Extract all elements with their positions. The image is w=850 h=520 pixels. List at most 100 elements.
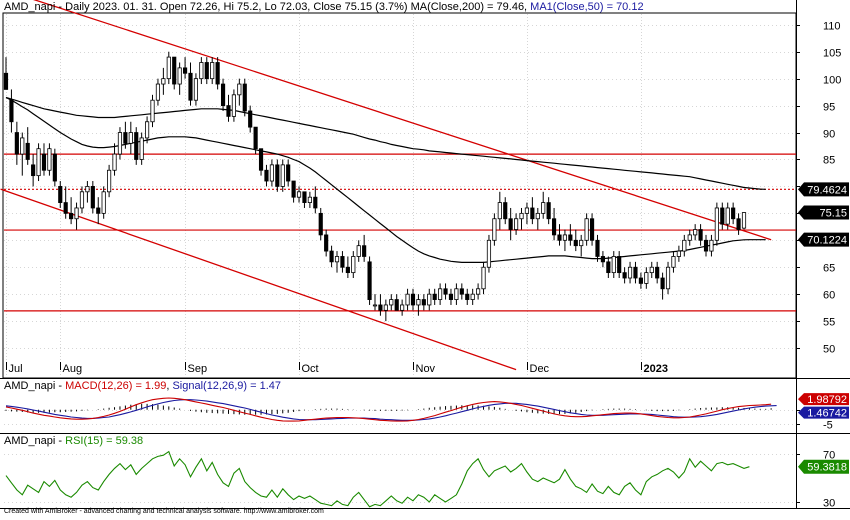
candle <box>351 251 356 279</box>
last-value-text: 79.4624 <box>807 184 847 196</box>
macd-line <box>5 397 772 422</box>
candle <box>96 197 101 225</box>
candle <box>112 143 117 176</box>
candle <box>427 288 432 311</box>
candle-body <box>188 72 193 101</box>
candle-body <box>145 121 150 139</box>
candle <box>340 251 345 273</box>
candle-body <box>389 299 394 306</box>
candle <box>476 283 481 300</box>
candle-body <box>557 234 562 241</box>
candle-body <box>101 191 106 214</box>
candle <box>589 213 595 246</box>
candle-body <box>112 153 117 171</box>
candle-body <box>52 153 57 182</box>
candle-body <box>210 62 215 80</box>
candle-body <box>177 67 182 85</box>
candle <box>275 159 280 192</box>
candle-body <box>443 288 448 295</box>
candle <box>682 234 687 257</box>
candle <box>514 213 519 235</box>
candle-body <box>741 212 747 229</box>
candle <box>584 213 589 246</box>
candle-body <box>107 169 112 193</box>
price-ytick-label: 55 <box>823 317 835 329</box>
candle-body <box>514 218 519 230</box>
candle <box>258 148 264 176</box>
month-label: Dec <box>530 363 550 375</box>
candle-body <box>671 256 676 268</box>
candle <box>237 78 242 106</box>
candle-body <box>530 207 535 220</box>
candle <box>633 261 638 284</box>
candle <box>9 89 14 133</box>
candle <box>14 121 19 165</box>
candle-body <box>676 250 681 257</box>
candle-body <box>128 132 133 144</box>
candle-body <box>237 83 242 96</box>
candle <box>557 224 562 246</box>
candle-body <box>3 72 9 90</box>
price-ytick-label: 105 <box>823 48 841 60</box>
price-last-value-label: 79.4624 <box>798 182 849 197</box>
candle-body <box>579 239 584 247</box>
candle-body <box>47 148 52 171</box>
candle-body <box>220 83 226 106</box>
candle-body <box>302 191 307 203</box>
rsi-ticker: AMD_napi <box>4 435 56 447</box>
candle <box>410 288 416 311</box>
candle-body <box>150 99 155 123</box>
candle-body <box>31 164 36 177</box>
macd-last-value-label: 1.98792 <box>798 393 849 406</box>
candle <box>465 288 470 305</box>
candle <box>107 164 112 198</box>
candle-body <box>307 196 312 203</box>
candle <box>52 148 57 187</box>
candle <box>530 197 535 225</box>
candle-body <box>405 293 410 306</box>
candle-body <box>410 293 416 306</box>
candle-body <box>660 277 665 290</box>
last-value-box <box>798 205 849 220</box>
candle-body <box>215 62 220 85</box>
candle <box>362 234 367 262</box>
candle-body <box>383 304 388 311</box>
candle-body <box>698 229 703 241</box>
candle <box>731 202 736 225</box>
candle <box>470 288 475 305</box>
candle-body <box>20 137 25 155</box>
candle <box>231 89 236 122</box>
candle <box>655 261 660 284</box>
candle-body <box>568 234 573 241</box>
candle <box>324 229 329 257</box>
candle-body <box>324 234 329 252</box>
candle <box>90 181 95 214</box>
candle-body <box>253 126 258 150</box>
candle-body <box>731 207 736 220</box>
candle <box>649 261 654 279</box>
candle-body <box>36 148 41 177</box>
candle-body <box>633 266 638 279</box>
rsi-ytick-label: 70 <box>823 450 835 462</box>
candle-body <box>362 245 367 257</box>
candle <box>568 224 573 246</box>
candle-body <box>182 67 188 74</box>
candle <box>345 256 350 279</box>
signal-label: Signal(12,26,9) = 1.47 <box>172 380 282 392</box>
candle <box>20 132 25 176</box>
candle <box>725 202 730 230</box>
candle <box>443 283 448 300</box>
price-ytick-label: 50 <box>823 344 835 356</box>
price-pane-header: AMD_napi - Daily 2023. 01. 31. Open 72.2… <box>4 1 644 13</box>
candle-body <box>63 202 68 214</box>
candle <box>134 127 139 165</box>
candle <box>703 234 709 257</box>
candle-body <box>665 266 671 290</box>
candle <box>611 251 616 279</box>
candle <box>714 202 719 246</box>
candle-body <box>155 83 161 101</box>
candle <box>215 57 220 90</box>
candle-body <box>248 110 253 128</box>
macd-last-value-label: 1.46742 <box>798 406 849 420</box>
